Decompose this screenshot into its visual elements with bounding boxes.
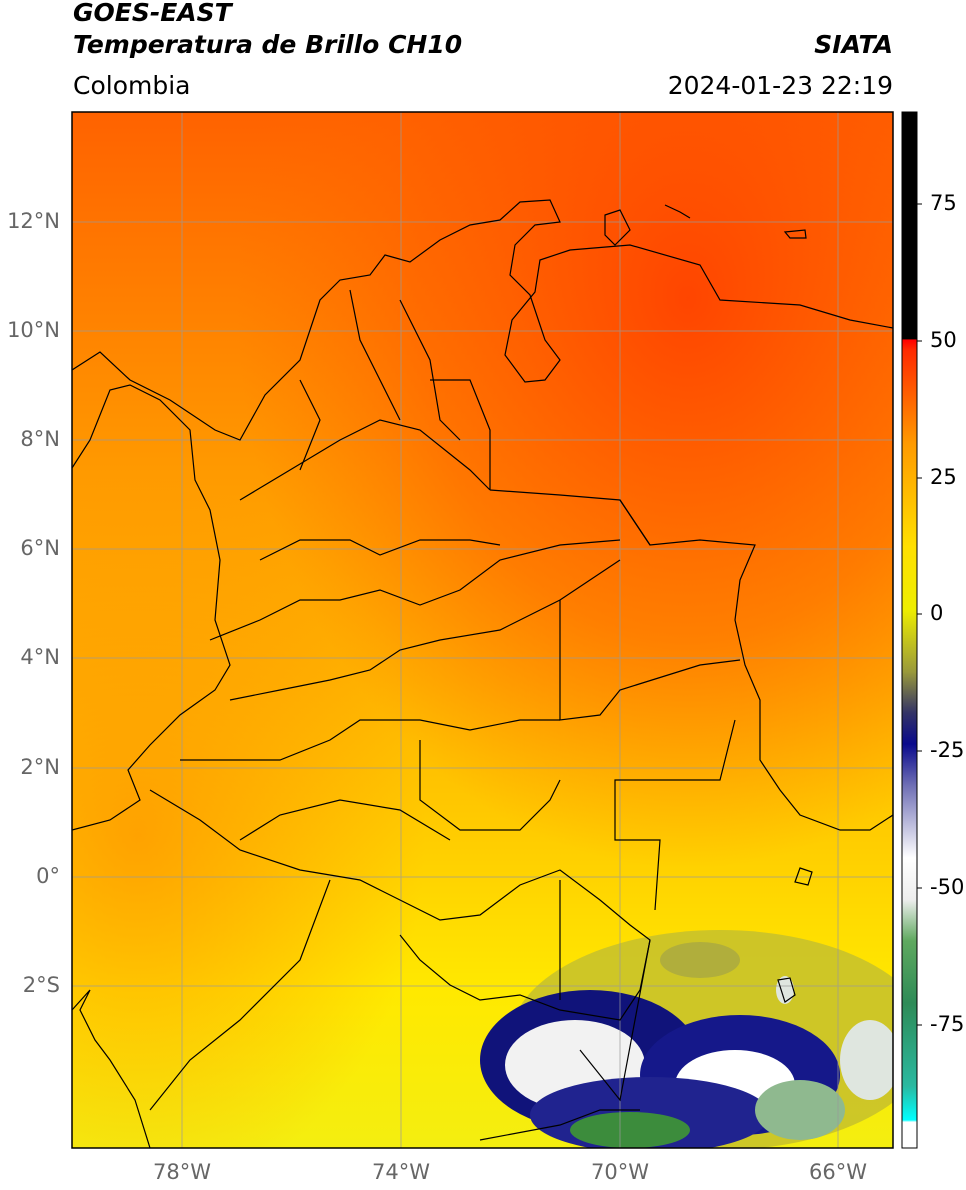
lon-label: 74°W bbox=[372, 1160, 430, 1184]
colorbar-tick-label: 75 bbox=[930, 191, 957, 215]
lat-label: 12°N bbox=[7, 209, 60, 233]
title-product: Temperatura de Brillo CH10 bbox=[73, 30, 463, 59]
graticule bbox=[72, 112, 893, 1148]
colorbar-tick-label: 50 bbox=[930, 328, 957, 352]
colorbar-tick-label: 25 bbox=[930, 465, 957, 489]
colorbar-tick-label: -75 bbox=[930, 1012, 965, 1036]
lat-label: 8°N bbox=[20, 427, 60, 451]
organization-label: SIATA bbox=[814, 30, 893, 59]
lon-label: 78°W bbox=[153, 1160, 211, 1184]
lat-label: 2°N bbox=[20, 755, 60, 779]
region-label: Colombia bbox=[73, 71, 191, 100]
map-frame bbox=[71, 111, 894, 1149]
coastlines-borders bbox=[72, 199, 893, 1148]
colorbar bbox=[901, 111, 918, 1149]
colorbar-tick-label: -25 bbox=[930, 738, 965, 762]
lat-label: 2°S bbox=[22, 973, 60, 997]
lon-label: 70°W bbox=[591, 1160, 649, 1184]
timestamp-label: 2024-01-23 22:19 bbox=[667, 71, 893, 100]
title-satellite: GOES-EAST bbox=[73, 0, 232, 27]
colorbar-tick-label: -50 bbox=[930, 875, 965, 899]
lat-label: 0° bbox=[36, 864, 60, 888]
colorbar-tick-label: 0 bbox=[930, 601, 944, 625]
lat-label: 10°N bbox=[7, 318, 60, 342]
lon-label: 66°W bbox=[809, 1160, 867, 1184]
lat-label: 6°N bbox=[20, 536, 60, 560]
lat-label: 4°N bbox=[20, 645, 60, 669]
